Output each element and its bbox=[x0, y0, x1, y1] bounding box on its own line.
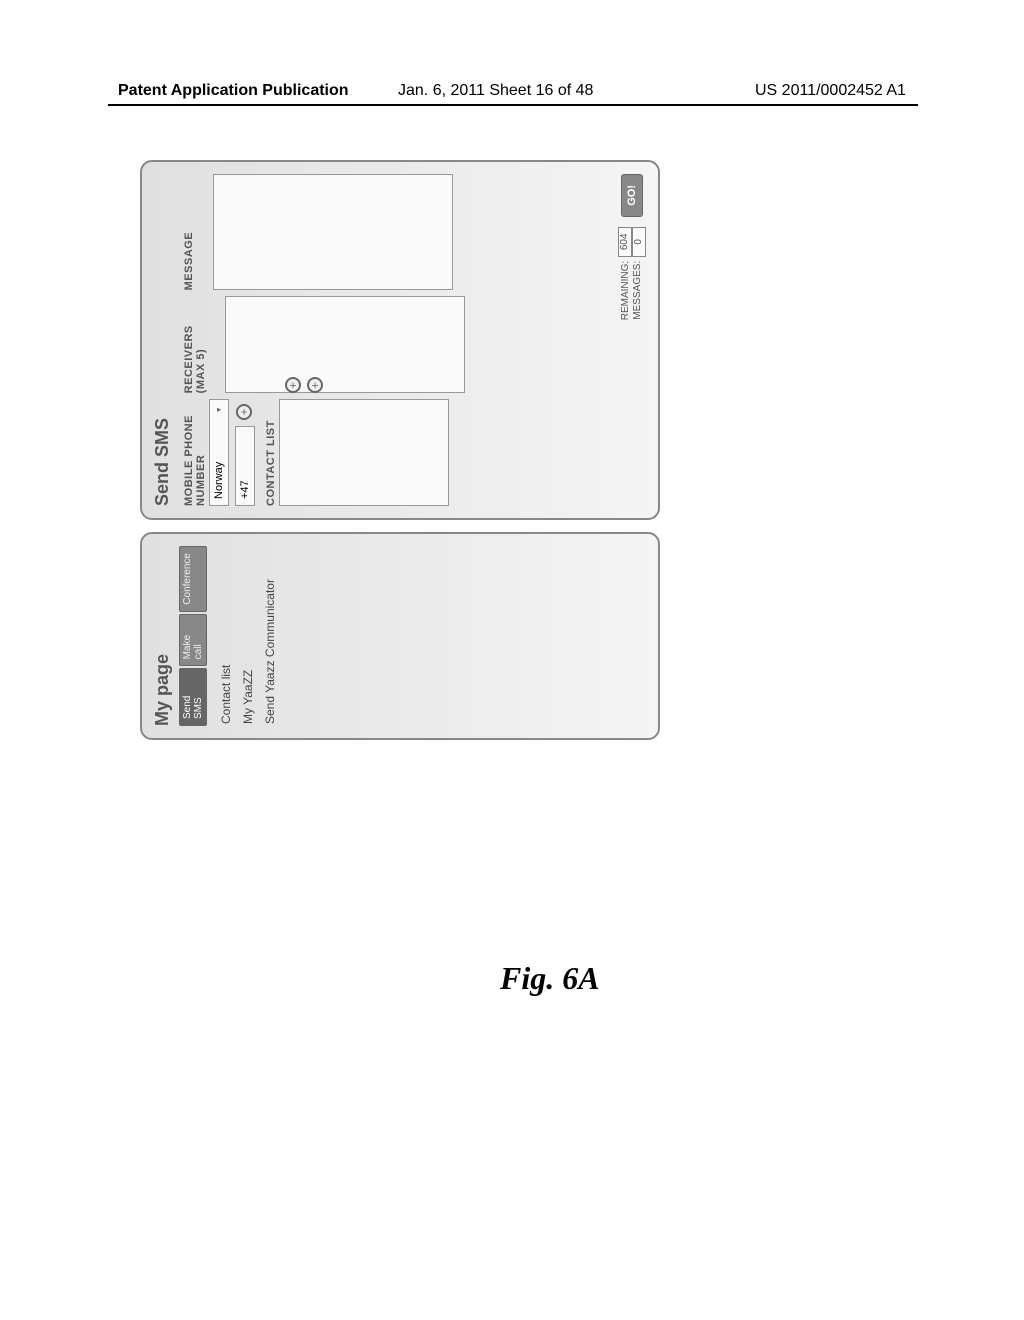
remaining-label: REMAINING: bbox=[620, 261, 632, 320]
prefix-input[interactable]: +47 bbox=[235, 426, 255, 506]
stat-values: 604 0 bbox=[618, 227, 646, 257]
column-mobile: MOBILE PHONE NUMBER Norway +47 + CONTACT… bbox=[179, 399, 465, 506]
my-page-title: My page bbox=[152, 546, 173, 726]
nav-my-yaazz[interactable]: My YaaZZ bbox=[237, 546, 259, 726]
header-rule bbox=[108, 104, 918, 106]
nav-send-communicator[interactable]: Send Yaazz Communicator bbox=[259, 546, 281, 726]
header-publication: Patent Application Publication bbox=[118, 82, 349, 100]
contact-list-label: CONTACT LIST bbox=[265, 399, 277, 506]
country-dropdown[interactable]: Norway bbox=[209, 399, 229, 506]
my-page-panel: My page Send SMS Make call Conference Co… bbox=[140, 532, 660, 740]
receivers-label: RECEIVERS (MAX 5) bbox=[183, 296, 207, 393]
send-sms-title: Send SMS bbox=[152, 174, 173, 506]
mobile-label: MOBILE PHONE NUMBER bbox=[183, 399, 207, 506]
tab-make-call[interactable]: Make call bbox=[179, 614, 207, 667]
messages-label: MESSAGES: bbox=[632, 261, 644, 320]
sms-columns: MOBILE PHONE NUMBER Norway +47 + CONTACT… bbox=[179, 174, 465, 506]
go-button[interactable]: GO! bbox=[621, 174, 643, 217]
tab-conference[interactable]: Conference bbox=[179, 546, 207, 612]
prefix-row: +47 + bbox=[233, 399, 255, 506]
prefix-value: +47 bbox=[239, 480, 251, 499]
remaining-value: 604 bbox=[618, 227, 632, 257]
message-textarea[interactable] bbox=[213, 174, 453, 290]
tab-send-sms[interactable]: Send SMS bbox=[179, 668, 207, 726]
add-number-icon[interactable]: + bbox=[236, 404, 252, 420]
message-label: MESSAGE bbox=[183, 174, 195, 290]
header-date-sheet: Jan. 6, 2011 Sheet 16 of 48 bbox=[398, 82, 593, 100]
header-patent-number: US 2011/0002452 A1 bbox=[755, 82, 906, 100]
receivers-box[interactable] bbox=[225, 296, 465, 393]
messages-value: 0 bbox=[632, 227, 646, 257]
send-sms-panel: Send SMS MOBILE PHONE NUMBER Norway +47 … bbox=[140, 160, 660, 520]
stat-labels: REMAINING: MESSAGES: bbox=[620, 261, 644, 320]
column-receivers: RECEIVERS (MAX 5) bbox=[179, 296, 465, 393]
figure-ui: My page Send SMS Make call Conference Co… bbox=[140, 160, 660, 740]
tab-row: Send SMS Make call Conference bbox=[179, 546, 207, 726]
column-message: MESSAGE bbox=[179, 174, 465, 290]
nav-contact-list[interactable]: Contact list bbox=[215, 546, 237, 726]
figure-label: Fig. 6A bbox=[500, 960, 600, 997]
bottom-stats-row: REMAINING: MESSAGES: 604 0 GO! bbox=[618, 174, 646, 320]
country-value: Norway bbox=[213, 462, 225, 499]
contact-list-box[interactable] bbox=[279, 399, 449, 506]
